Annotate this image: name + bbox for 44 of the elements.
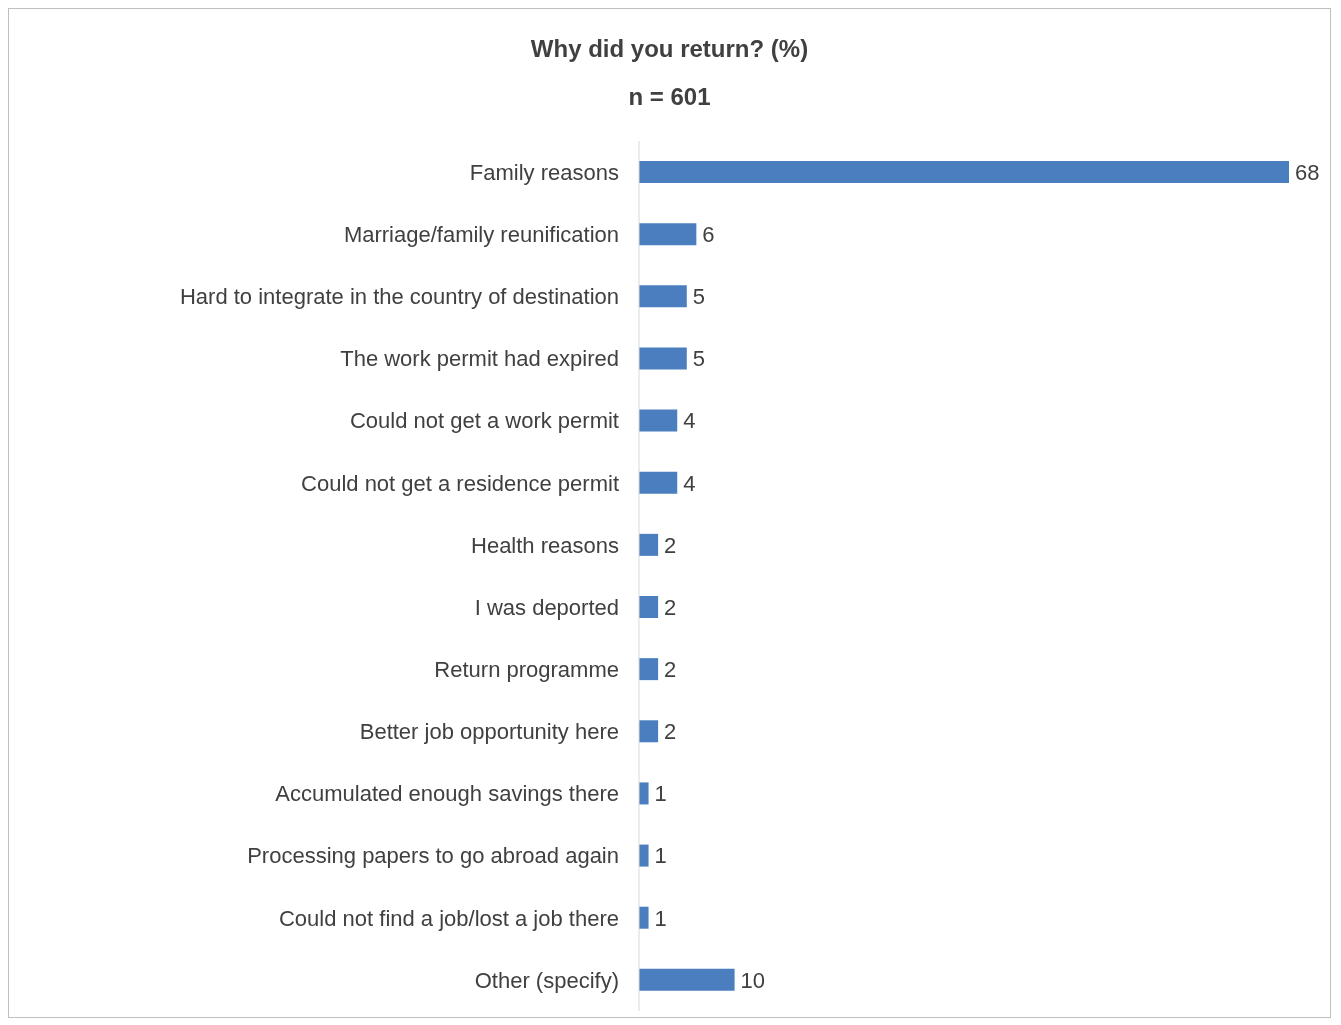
bar — [639, 223, 697, 246]
data-label: 2 — [664, 532, 677, 558]
bar — [639, 533, 659, 556]
bar — [639, 347, 687, 370]
bar — [639, 409, 678, 432]
y-tick-label: Accumulated enough savings there — [275, 781, 619, 807]
bar — [639, 968, 735, 991]
data-label: 1 — [654, 843, 667, 869]
data-label: 10 — [740, 967, 766, 993]
bar — [639, 844, 649, 867]
bar — [639, 720, 659, 743]
chart-title: Why did you return? (%) — [529, 34, 810, 63]
data-label: 4 — [683, 408, 696, 434]
y-tick-label: Marriage/family reunification — [343, 222, 619, 248]
data-label: 2 — [664, 656, 677, 682]
y-tick-label: Return programme — [434, 657, 619, 683]
data-label: 2 — [664, 719, 677, 745]
y-tick-label: Better job opportunity here — [359, 719, 619, 745]
data-label: 5 — [692, 284, 706, 310]
y-tick-label: Could not get a residence permit — [301, 470, 619, 496]
bar — [639, 906, 649, 929]
bar — [639, 596, 659, 618]
bar — [639, 471, 678, 494]
y-tick-label: I was deported — [474, 594, 619, 620]
y-tick-label: Hard to integrate in the country of destination — [179, 284, 619, 310]
y-tick-label: The work permit had expired — [340, 346, 619, 372]
y-tick-label: Processing papers to go abroad again — [247, 843, 619, 869]
data-label: 4 — [683, 470, 696, 496]
data-label: 2 — [664, 594, 677, 620]
y-tick-label: Health reasons — [471, 532, 619, 558]
y-tick-label: Could not get a work permit — [349, 408, 619, 434]
y-tick-label: Could not find a job/lost a job there — [278, 905, 619, 931]
y-tick-label: Family reasons — [469, 159, 619, 185]
data-label: 6 — [702, 221, 715, 247]
data-label: 68 — [1295, 159, 1320, 185]
y-tick-label: Other (specify) — [474, 967, 619, 993]
data-label: 5 — [692, 346, 706, 372]
bar — [639, 161, 1289, 183]
data-label: 1 — [654, 905, 667, 931]
bar — [639, 658, 659, 681]
chart-subtitle: n = 601 — [627, 83, 712, 111]
data-label: 1 — [654, 781, 667, 807]
bar — [639, 285, 687, 308]
bar — [639, 782, 649, 805]
